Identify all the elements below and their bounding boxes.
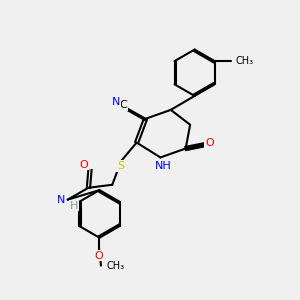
Text: H: H xyxy=(70,201,78,211)
Text: S: S xyxy=(117,161,124,171)
Text: O: O xyxy=(79,160,88,170)
Text: NH: NH xyxy=(154,161,171,171)
Text: N: N xyxy=(57,195,65,205)
Text: N: N xyxy=(112,97,120,107)
Text: CH₃: CH₃ xyxy=(236,56,253,66)
Text: C: C xyxy=(120,100,128,110)
Text: O: O xyxy=(205,139,214,148)
Text: CH₃: CH₃ xyxy=(107,261,125,271)
Text: O: O xyxy=(94,250,103,260)
